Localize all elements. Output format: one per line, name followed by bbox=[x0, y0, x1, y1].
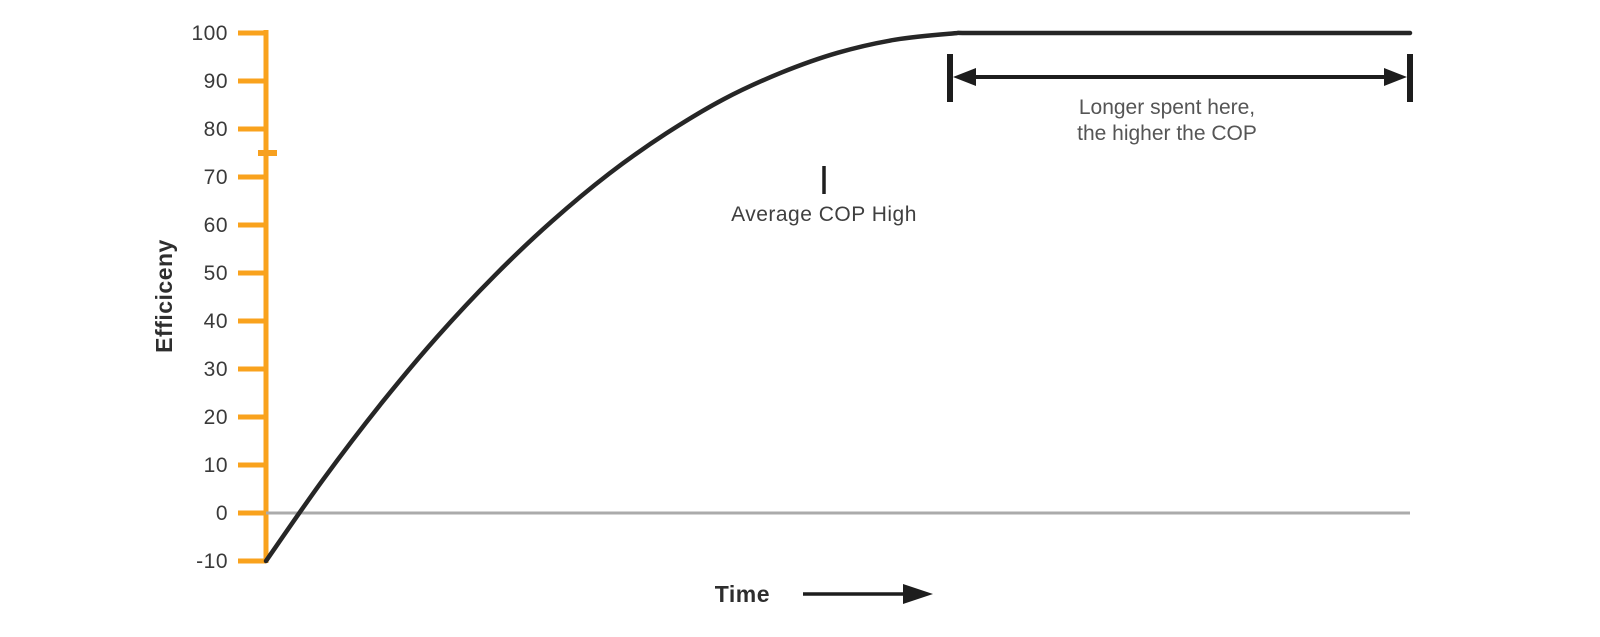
cop-range-label-line1: Longer spent here, bbox=[1079, 96, 1255, 119]
y-axis-title: Efficiceny bbox=[151, 239, 177, 353]
arrow-head-left-icon bbox=[953, 68, 976, 86]
y-tick-label: 60 bbox=[204, 214, 228, 237]
y-tick-label: 10 bbox=[204, 454, 228, 477]
cop-range-arrow: Longer spent here, the higher the COP bbox=[947, 54, 1413, 145]
y-tick-label: 0 bbox=[216, 502, 228, 525]
y-tick-label: -10 bbox=[196, 550, 228, 573]
y-tick-label: 100 bbox=[191, 22, 228, 45]
arrow-head-right-icon bbox=[1384, 68, 1407, 86]
avg-cop-callout: Average COP High bbox=[731, 166, 917, 226]
efficiency-curve bbox=[263, 30, 1413, 564]
y-tick-label: 50 bbox=[204, 262, 228, 285]
avg-cop-label: Average COP High bbox=[731, 203, 917, 226]
y-tick-label: 80 bbox=[204, 118, 228, 141]
x-axis-title: Time bbox=[715, 581, 770, 607]
x-axis-title-group: Time bbox=[715, 581, 933, 607]
y-tick-label: 40 bbox=[204, 310, 228, 333]
y-tick-label: 90 bbox=[204, 70, 228, 93]
horizontal-lines bbox=[258, 150, 1410, 564]
efficiency-curve-path bbox=[263, 30, 1413, 564]
time-arrow-head-icon bbox=[903, 584, 933, 604]
cop-range-label-line2: the higher the COP bbox=[1077, 122, 1257, 145]
y-tick-label: 70 bbox=[204, 166, 228, 189]
y-tick-label: 30 bbox=[204, 358, 228, 381]
y-tick-label: 20 bbox=[204, 406, 228, 429]
